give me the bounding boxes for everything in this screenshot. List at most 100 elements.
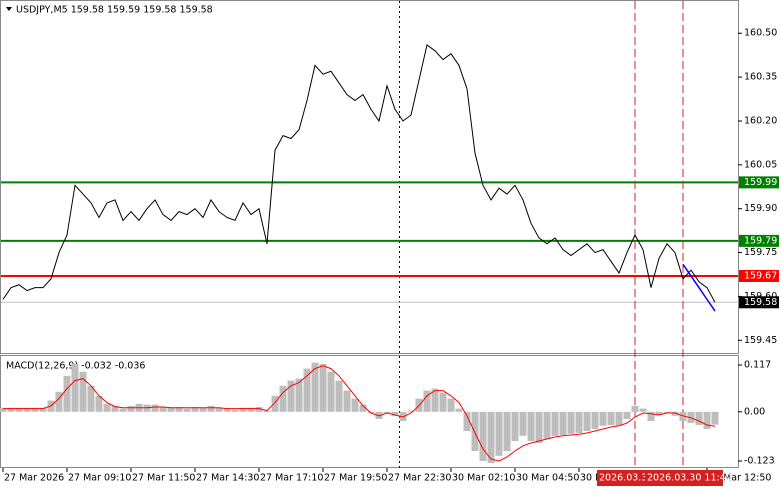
histogram-bar: [391, 411, 399, 416]
histogram-bar: [383, 411, 391, 413]
histogram-bar: [543, 411, 551, 439]
histogram-bar: [23, 407, 31, 412]
histogram-bar: [431, 388, 439, 412]
histogram-bar: [671, 411, 679, 416]
histogram-bar: [455, 408, 463, 412]
histogram-bar: [615, 411, 623, 426]
x-tick-label: 27 Mar 09:10: [68, 473, 131, 484]
histogram-bar: [255, 407, 263, 412]
histogram-bar: [71, 363, 79, 412]
histogram-bar: [247, 407, 255, 412]
level-label-box: [739, 234, 779, 247]
series-line: [3, 365, 716, 462]
title-arrow: [6, 7, 12, 11]
x-tick-label: 30 Mar 04:50: [516, 473, 579, 484]
level-label-box: [739, 269, 779, 282]
histogram-bar: [311, 362, 319, 412]
histogram-bar: [599, 411, 607, 426]
histogram-bar: [319, 363, 327, 412]
histogram-bar: [535, 411, 543, 443]
histogram-bar: [647, 411, 655, 421]
x-tick-label: 30 Mar 02:10: [452, 473, 515, 484]
histogram-bar: [175, 407, 183, 412]
x-tick-label: 27 Mar 17:10: [260, 473, 323, 484]
histogram-bar: [95, 395, 103, 412]
histogram-bar: [703, 411, 711, 429]
histogram-bar: [343, 390, 351, 412]
histogram-bar: [423, 390, 431, 412]
histogram-bar: [527, 411, 535, 441]
histogram-bar: [271, 395, 279, 412]
histogram-bar: [631, 405, 639, 412]
series-line: [682, 263, 716, 312]
histogram-bar: [183, 408, 191, 412]
histogram-bar: [711, 411, 719, 425]
histogram-bar: [207, 405, 215, 412]
histogram-bar: [607, 411, 615, 425]
histogram-bar: [503, 411, 511, 451]
histogram-bar: [559, 411, 567, 435]
histogram-bar: [463, 411, 471, 431]
histogram-bar: [519, 411, 527, 436]
y-tick-label: 159.75: [744, 247, 777, 258]
histogram-bar: [479, 411, 487, 461]
histogram-bar: [679, 411, 687, 421]
histogram-bar: [287, 380, 295, 412]
histogram-bar: [351, 398, 359, 412]
price-panel-frame: [0, 0, 739, 354]
histogram-bar: [263, 410, 271, 412]
vline-label: 2026.03.3: [599, 473, 647, 484]
histogram-bar: [167, 407, 175, 412]
histogram-bar: [31, 407, 39, 412]
histogram-bar: [567, 411, 575, 434]
y-tick-label: 160.20: [744, 115, 777, 126]
series-line: [2, 44, 716, 303]
vline-label: 2026.03.30 11:40: [647, 473, 732, 484]
histogram-bar: [407, 410, 415, 412]
histogram-bar: [151, 404, 159, 412]
y-tick-label: 160.05: [744, 159, 777, 170]
histogram-bar: [295, 378, 303, 412]
x-tick-label: 27 Mar 2026: [4, 473, 64, 484]
histogram-bar: [583, 411, 591, 431]
histogram-bar: [655, 411, 663, 415]
histogram-bar: [335, 380, 343, 412]
x-tick-label: 30 Mar 12:50: [708, 473, 771, 484]
histogram-bar: [63, 375, 71, 412]
histogram-bar: [327, 371, 335, 412]
histogram-bar: [103, 403, 111, 412]
histogram-bar: [15, 407, 23, 412]
histogram-bar: [239, 407, 247, 412]
histogram-bar: [79, 371, 87, 412]
y-tick-label: -0.123: [744, 456, 775, 467]
histogram-bar: [303, 368, 311, 412]
histogram-bar: [159, 407, 167, 412]
histogram-bar: [199, 407, 207, 412]
histogram-bar: [511, 411, 519, 441]
histogram-bar: [551, 411, 559, 436]
histogram-bar: [359, 404, 367, 412]
x-tick-label: 27 Mar 19:50: [324, 473, 387, 484]
y-tick-label: 160.50: [744, 28, 777, 39]
histogram-bar: [279, 385, 287, 412]
histogram-bar: [591, 411, 599, 429]
histogram-bar: [231, 409, 239, 412]
histogram-bar: [495, 411, 503, 456]
histogram-bar: [663, 411, 671, 413]
level-label: 159.79: [744, 235, 777, 246]
histogram-bar: [487, 411, 495, 463]
y-tick-label: 159.90: [744, 203, 777, 214]
y-tick-label: 159.45: [744, 335, 777, 346]
histogram-bar: [87, 385, 95, 412]
chart-title: USDJPY,M5 159.58 159.59 159.58 159.58: [16, 5, 213, 16]
level-label: 159.58: [744, 297, 777, 308]
x-tick-label: 27 Mar 22:30: [388, 473, 451, 484]
histogram-bar: [447, 398, 455, 412]
y-tick-label: 160.35: [744, 72, 777, 83]
histogram-bar: [471, 411, 479, 451]
vline-label-box: [645, 470, 723, 486]
histogram-bar: [191, 407, 199, 412]
histogram-bar: [0, 407, 7, 412]
histogram-bar: [127, 405, 135, 412]
